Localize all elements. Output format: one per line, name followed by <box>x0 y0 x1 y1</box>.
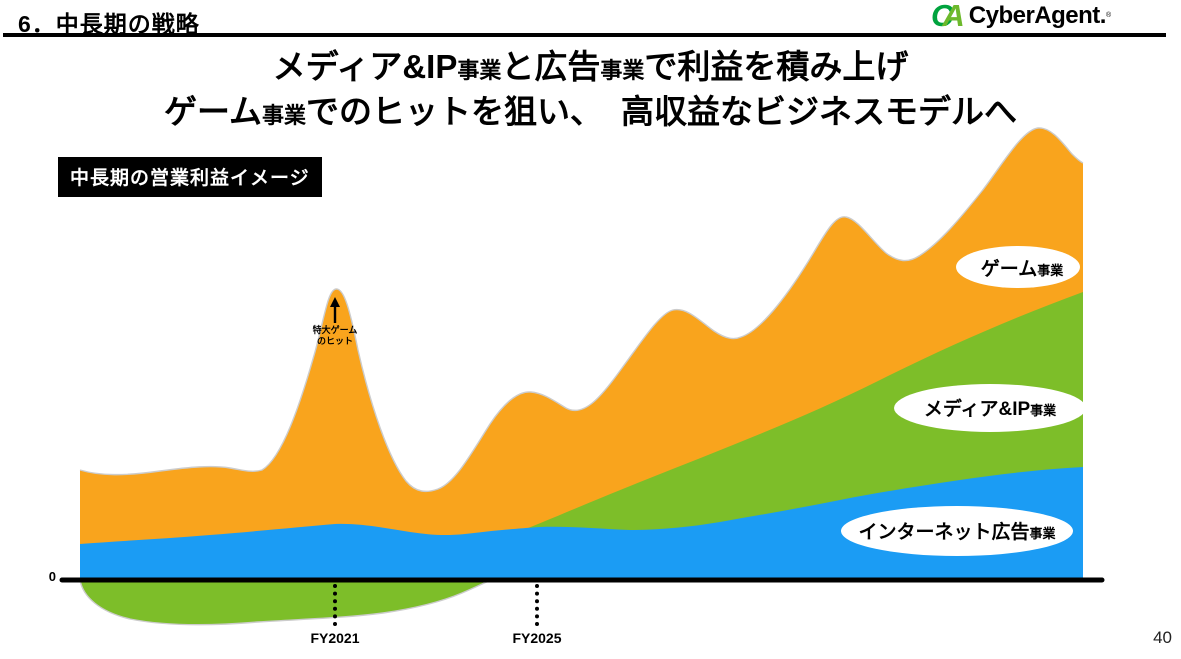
logo-wordmark-text: CyberAgent. <box>968 2 1107 29</box>
legend-game-main: ゲーム <box>980 259 1038 280</box>
slide-title-line2: ゲーム事業でのヒットを狙い、 高収益なビジネスモデルへ <box>0 93 1181 138</box>
logo-ca-icon: CA <box>931 0 965 33</box>
legend-game-label: ゲーム事業 <box>952 254 1092 281</box>
chart-tag-label: 中長期の営業利益イメージ <box>58 157 322 197</box>
title-seg-small: 事業 <box>600 58 645 83</box>
title-seg: で利益を積み上げ <box>644 48 909 85</box>
legend-media-main: メディア&IP <box>923 399 1031 420</box>
legend-ad-suffix: 事業 <box>1029 526 1056 541</box>
spike-annotation-line2: のヒット <box>316 335 353 346</box>
title-seg: ゲーム <box>163 93 262 130</box>
title-seg: メディア&IP <box>272 48 458 85</box>
ad-area <box>80 467 1083 580</box>
game-area-outline <box>79 127 1084 493</box>
title-seg-small: 事業 <box>262 103 307 128</box>
title-seg: でのヒットを狙い、 <box>306 93 604 130</box>
page-number: 40 <box>1153 628 1172 647</box>
media-legend-ellipse <box>894 384 1086 432</box>
axis-zero-label: 0 <box>48 569 56 584</box>
media-negative-outline <box>79 579 492 626</box>
logo-wordmark: CyberAgent.® <box>969 2 1111 30</box>
legend-game-suffix: 事業 <box>1037 263 1064 278</box>
legend-media-suffix: 事業 <box>1030 403 1057 418</box>
title-seg-small: 事業 <box>457 58 502 83</box>
game-legend-ellipse <box>956 246 1080 288</box>
axis-fy2025-label: FY2025 <box>512 630 562 646</box>
logo-letter-a: A <box>942 0 964 33</box>
legend-ad-main: インターネット広告 <box>858 522 1030 543</box>
header-divider <box>3 33 1166 37</box>
registered-mark: ® <box>1105 12 1111 19</box>
legend-media-label: メディア&IP事業 <box>890 394 1090 421</box>
title-seg: と広告 <box>501 48 601 85</box>
up-arrow-icon <box>330 297 340 323</box>
spike-annotation-line1: 特大ゲーム <box>312 325 358 335</box>
title-seg: 高収益なビジネスモデルへ <box>621 93 1018 130</box>
spike-annotation: 特大ゲーム のヒット <box>285 325 385 346</box>
axis-fy2021-label: FY2021 <box>310 630 360 646</box>
section-title: 6．中長期の戦略 <box>18 11 200 37</box>
slide-title-line1: メディア&IP事業と広告事業で利益を積み上げ <box>0 48 1181 93</box>
legend-ad-label: インターネット広告事業 <box>837 517 1077 544</box>
logo-letter-c: C <box>931 0 953 33</box>
cyberagent-logo: CA CyberAgent.® <box>931 0 1111 32</box>
slide-title: メディア&IP事業と広告事業で利益を積み上げ ゲーム事業でのヒットを狙い、 高収益… <box>0 48 1181 138</box>
media-negative-area <box>80 580 491 625</box>
ad-legend-ellipse <box>841 506 1073 556</box>
